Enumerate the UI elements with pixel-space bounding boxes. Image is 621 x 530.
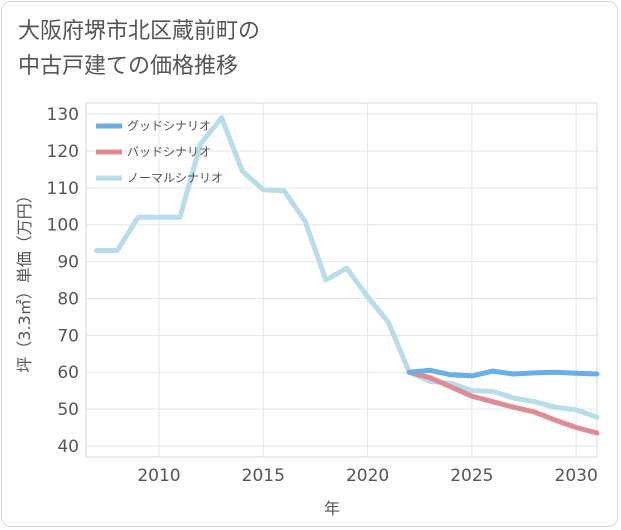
x-tick-label: 2015 [242, 466, 285, 486]
x-tick-label: 2025 [450, 466, 493, 486]
x-axis-label: 年 [324, 499, 340, 518]
legend-label: ノーマルシナリオ [127, 171, 223, 185]
series-line-0 [406, 367, 600, 379]
y-tick-label: 120 [47, 142, 79, 162]
legend-label: グッドシナリオ [127, 119, 211, 133]
y-tick-label: 70 [57, 326, 79, 346]
y-tick-label: 90 [57, 253, 79, 273]
y-tick-label: 80 [57, 289, 79, 309]
series-line-2 [93, 115, 600, 420]
x-axis-ticks: 2010 2015 2020 2025 2030 [137, 466, 597, 486]
series-line-1 [406, 369, 600, 436]
y-tick-label: 40 [57, 437, 79, 457]
series-lines [93, 115, 600, 436]
y-tick-label: 100 [47, 216, 79, 236]
x-tick-label: 2030 [555, 466, 598, 486]
y-tick-label: 60 [57, 363, 79, 383]
y-axis-ticks: 40 50 60 70 80 90 100 110 120 130 [47, 105, 79, 457]
chart-title: 大阪府堺市北区蔵前町の 中古戸建ての価格推移 [18, 14, 438, 84]
x-tick-label: 2020 [346, 466, 389, 486]
chart-title-line-2: 中古戸建ての価格推移 [18, 54, 239, 79]
y-axis-label: 坪（3.3㎡）単価（万円） [15, 187, 34, 372]
x-tick-label: 2010 [137, 466, 180, 486]
y-tick-label: 50 [57, 400, 79, 420]
y-tick-label: 110 [47, 179, 79, 199]
chart-title-line-1: 大阪府堺市北区蔵前町の [18, 19, 261, 44]
y-tick-label: 130 [47, 105, 79, 125]
legend-label: バッドシナリオ [127, 145, 211, 159]
